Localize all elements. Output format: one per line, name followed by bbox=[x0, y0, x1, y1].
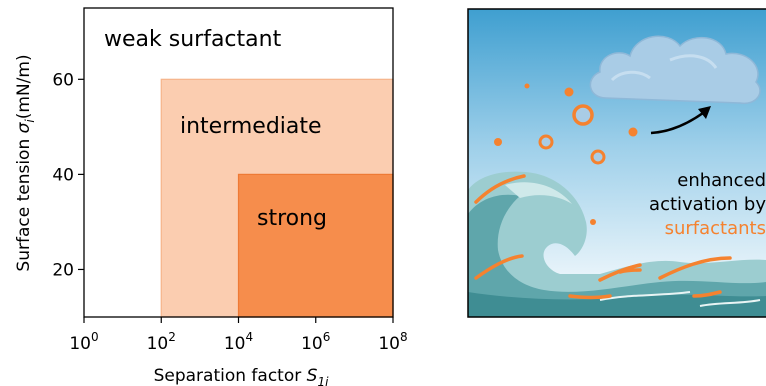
x-tick-label: 102 bbox=[147, 330, 176, 354]
x-axis-symbol: S bbox=[307, 366, 318, 386]
y-axis-title: Surface tension σi(mN/m) bbox=[14, 54, 37, 271]
y-tick-label: 60 bbox=[52, 70, 74, 90]
illustration-frame bbox=[467, 8, 766, 318]
aerosol-particles-icon bbox=[494, 83, 638, 225]
arrow-icon bbox=[650, 106, 711, 135]
x-tick-label: 104 bbox=[224, 330, 253, 354]
x-axis-label: Separation factor bbox=[154, 366, 302, 386]
y-axis-unit: (mN/m) bbox=[14, 54, 34, 119]
region-chart: weak surfactant intermediate strong 100 1… bbox=[14, 7, 408, 386]
caption-line-1: enhanced bbox=[677, 170, 766, 191]
y-axis-ticks: 20 40 60 bbox=[52, 70, 84, 280]
region-strong bbox=[237, 173, 394, 318]
caption-line-3: surfactants bbox=[665, 218, 766, 239]
y-axis-label: Surface tension bbox=[14, 139, 34, 272]
region-label-strong: strong bbox=[257, 206, 327, 231]
region-layer bbox=[160, 78, 394, 318]
y-tick-label: 20 bbox=[52, 260, 74, 280]
y-axis-subscript: i bbox=[23, 119, 37, 123]
x-tick-label: 108 bbox=[378, 330, 407, 354]
x-tick-label: 100 bbox=[69, 330, 98, 354]
y-tick-label: 40 bbox=[52, 165, 74, 185]
x-axis-subscript: 1i bbox=[317, 375, 329, 386]
region-label-intermediate: intermediate bbox=[180, 114, 322, 139]
cloud-icon bbox=[589, 35, 761, 105]
x-axis-title: Separation factor S1i bbox=[154, 366, 329, 386]
y-axis-symbol: σ bbox=[14, 121, 34, 133]
region-label-weak: weak surfactant bbox=[104, 27, 282, 52]
caption-line-2: activation by bbox=[649, 194, 766, 215]
wave-icon bbox=[468, 171, 766, 317]
wave-cloud-illustration: enhanced activation by surfactants bbox=[467, 8, 766, 318]
surfactant-layer-icon bbox=[474, 174, 732, 300]
x-tick-label: 106 bbox=[301, 330, 330, 354]
x-axis-ticks: 100 102 104 106 108 bbox=[69, 317, 408, 354]
